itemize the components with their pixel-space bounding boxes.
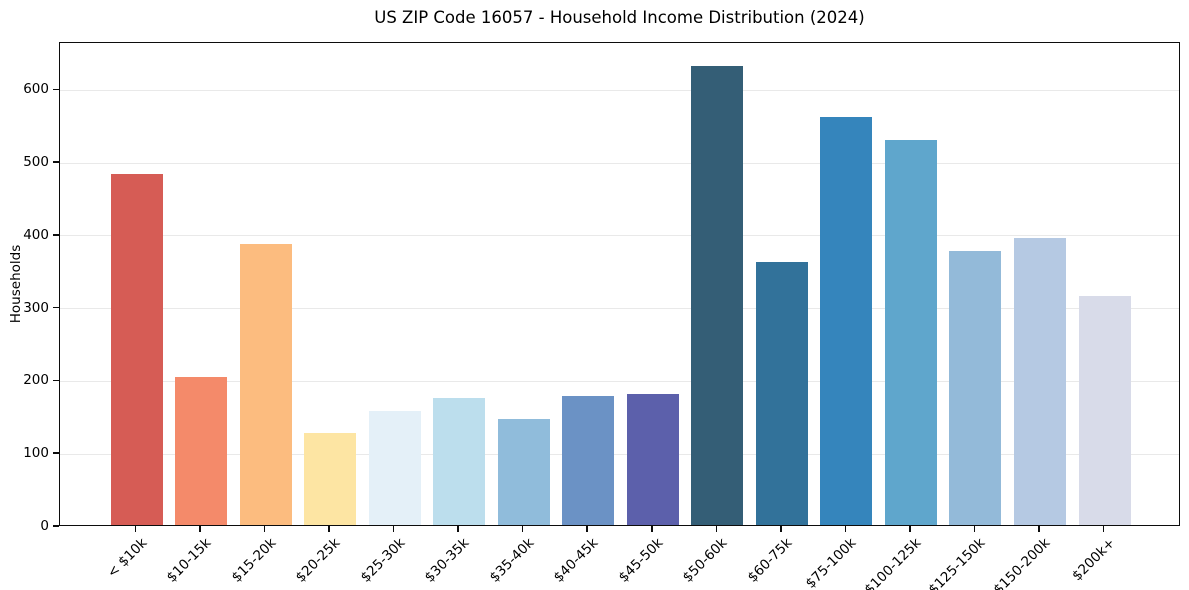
y-tick-mark bbox=[53, 306, 59, 309]
gridline-y-400 bbox=[60, 235, 1179, 237]
y-tick-label-0: 0 bbox=[40, 518, 49, 534]
bar-25-30k bbox=[368, 410, 421, 525]
y-tick-label-100: 100 bbox=[23, 445, 49, 462]
plot-area bbox=[59, 42, 1180, 526]
x-tick-mark bbox=[909, 526, 911, 532]
y-tick-mark bbox=[53, 452, 59, 454]
gridline-y-300 bbox=[60, 308, 1179, 310]
x-tick-mark bbox=[457, 526, 459, 532]
bar-45-50k bbox=[626, 394, 679, 525]
gridline-y-600 bbox=[60, 89, 1179, 91]
bar-15-20k bbox=[239, 244, 292, 525]
y-tick-mark bbox=[53, 161, 59, 163]
y-tick-mark bbox=[53, 88, 59, 91]
x-tick-mark bbox=[780, 526, 782, 532]
y-tick-label-400: 400 bbox=[23, 226, 49, 243]
bar-50-60k bbox=[691, 66, 744, 525]
x-tick-mark bbox=[651, 526, 653, 532]
x-tick-mark bbox=[521, 526, 524, 532]
chart-title: US ZIP Code 16057 - Household Income Dis… bbox=[374, 8, 865, 27]
y-tick-label-600: 600 bbox=[23, 81, 49, 98]
bar-10k bbox=[110, 174, 163, 525]
y-tick-mark bbox=[53, 525, 59, 527]
bar-60-75k bbox=[755, 261, 808, 525]
gridline-y-500 bbox=[60, 162, 1179, 164]
bar-30-35k bbox=[433, 397, 486, 525]
x-tick-label: < $10k bbox=[103, 535, 150, 582]
bar-200k bbox=[1078, 295, 1131, 525]
x-tick-mark bbox=[134, 526, 137, 532]
x-tick-mark bbox=[1038, 526, 1040, 532]
x-tick-mark bbox=[844, 526, 847, 532]
bar-75-100k bbox=[820, 117, 873, 525]
bar-125-150k bbox=[949, 251, 1002, 525]
bar-20-25k bbox=[304, 433, 357, 525]
x-tick-mark bbox=[328, 526, 330, 532]
x-tick-mark bbox=[586, 526, 588, 532]
gridline-y-200 bbox=[60, 380, 1179, 382]
x-tick-mark bbox=[973, 526, 976, 532]
x-tick-mark bbox=[199, 526, 201, 532]
y-tick-label-300: 300 bbox=[23, 299, 49, 316]
bar-35-40k bbox=[497, 419, 550, 525]
y-tick-label-200: 200 bbox=[23, 372, 49, 389]
bar-10-15k bbox=[175, 376, 228, 525]
y-tick-label-500: 500 bbox=[23, 154, 49, 171]
y-tick-mark bbox=[53, 234, 59, 236]
bar-40-45k bbox=[562, 396, 615, 525]
x-tick-mark bbox=[715, 526, 718, 532]
bar-150-200k bbox=[1013, 238, 1066, 525]
x-tick-mark bbox=[392, 526, 395, 532]
x-tick-mark bbox=[263, 526, 266, 532]
bar-100-125k bbox=[884, 139, 937, 525]
gridline-y-100 bbox=[60, 453, 1179, 455]
x-tick-mark bbox=[1102, 526, 1105, 532]
y-tick-mark bbox=[53, 379, 59, 382]
